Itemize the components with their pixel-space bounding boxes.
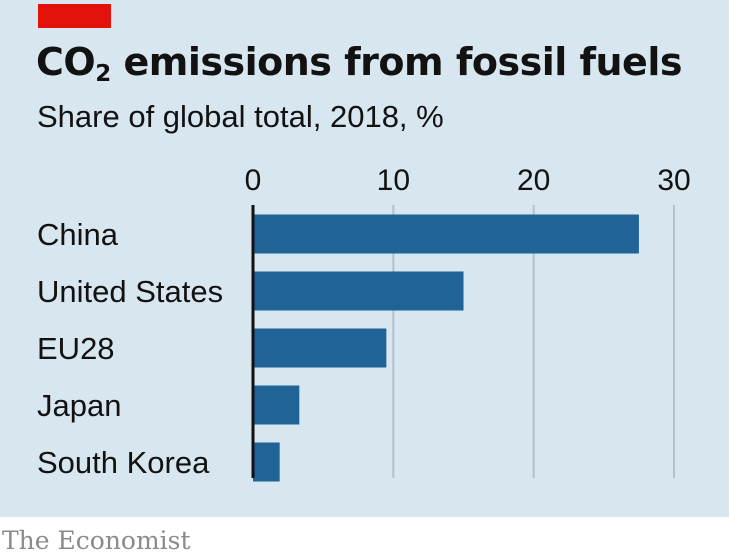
chart-panel [0, 0, 729, 517]
chart-title: CO2 emissions from fossil fuels [36, 36, 682, 88]
category-label-eu28: EU28 [37, 331, 115, 366]
chart-subtitle: Share of global total, 2018, % [37, 99, 444, 134]
bar-south-korea [253, 442, 280, 482]
x-tick-label-10: 10 [377, 164, 410, 197]
bar-united-states [253, 271, 464, 311]
brand-red-tag [38, 4, 111, 28]
category-label-united-states: United States [37, 274, 223, 309]
bar-eu28 [253, 328, 387, 368]
title-co: CO [36, 40, 96, 84]
bar-chart: 0 10 20 30 China United States EU28 Japan South… [37, 164, 691, 482]
bar-china [253, 214, 639, 254]
bar-japan [253, 385, 300, 425]
category-label-china: China [37, 217, 119, 252]
category-label-japan: Japan [37, 388, 121, 423]
title-subscript: 2 [95, 61, 111, 87]
x-tick-label-0: 0 [245, 164, 262, 197]
title-rest: emissions from fossil fuels [110, 40, 682, 84]
source-credit: The Economist [2, 526, 191, 555]
category-labels: China United States EU28 Japan South Korea [37, 217, 223, 480]
x-tick-label-30: 30 [657, 164, 690, 197]
x-axis-ticks: 0 10 20 30 [245, 164, 691, 197]
bars [253, 214, 639, 482]
x-tick-label-20: 20 [517, 164, 550, 197]
category-label-south-korea: South Korea [37, 445, 210, 480]
